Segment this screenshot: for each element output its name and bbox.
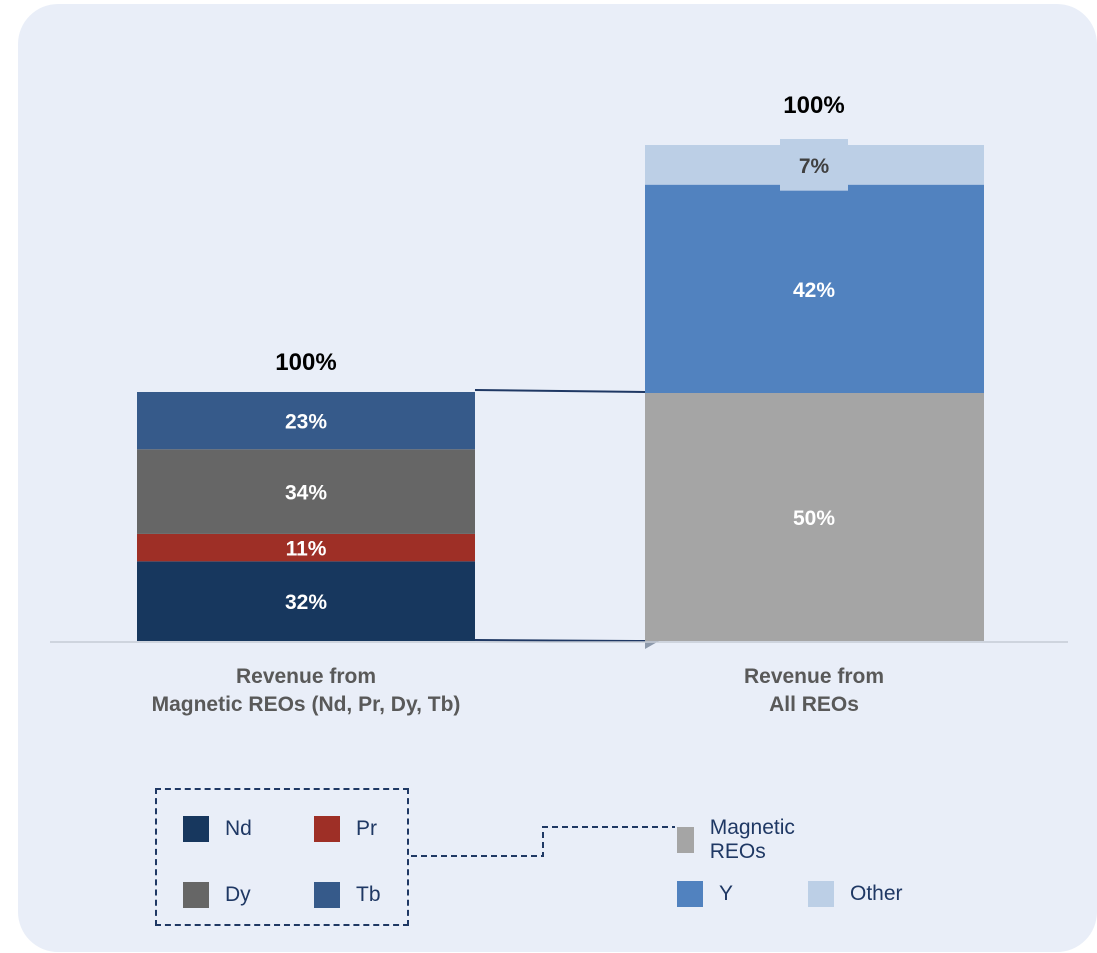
bar-segment-pr	[137, 533, 475, 562]
data-label-pr: 11%	[286, 538, 327, 561]
total-label-all: 100%	[783, 92, 844, 119]
total-label-magnetic: 100%	[275, 349, 336, 376]
data-label-nd: 32%	[285, 591, 327, 614]
legend-item-y: Y	[677, 881, 733, 907]
legend-item-tb: Tb	[314, 882, 381, 908]
legend-label-magnetic-reos: Magnetic REOs	[709, 816, 795, 863]
data-label-dy: 34%	[285, 482, 327, 505]
legend-swatch-y	[677, 881, 703, 907]
data-label-magnetic-reos: 50%	[793, 507, 835, 530]
legend-label-tb: Tb	[356, 883, 381, 906]
legend-item-pr: Pr	[314, 816, 377, 842]
legend-item-nd: Nd	[183, 816, 252, 842]
legend-swatch-tb	[314, 882, 340, 908]
connector-line-2	[474, 639, 646, 642]
bar-segment-dy	[137, 449, 475, 534]
magnetic-legend-group	[155, 788, 409, 926]
legend-swatch-dy	[183, 882, 209, 908]
legend-swatch-magnetic-reos	[677, 827, 694, 853]
legend-item-dy: Dy	[183, 882, 251, 908]
bar-segment-tb	[137, 392, 475, 450]
bar-segment-nd	[137, 561, 475, 641]
category-label-2: Revenue from All REOs	[744, 665, 884, 716]
data-label-y: 42%	[793, 279, 835, 302]
legend-label-dy: Dy	[225, 883, 251, 906]
legend-label-nd: Nd	[225, 817, 252, 840]
legend-label-y: Y	[719, 882, 734, 905]
data-label-box-other	[780, 139, 848, 191]
legend-label-pr: Pr	[356, 817, 377, 840]
legend-item-magnetic-reos: Magnetic REOs	[677, 816, 804, 864]
data-label-tb: 23%	[285, 411, 327, 434]
connector-line-1	[474, 389, 646, 393]
bar-segment-y	[645, 184, 984, 393]
legend-swatch-pr	[314, 816, 340, 842]
legend-item-other: Other	[808, 881, 903, 907]
legend-label-other: Other	[850, 882, 903, 905]
category-label-1: Revenue from Magnetic REOs (Nd, Pr, Dy, T…	[152, 665, 461, 716]
legend-swatch-nd	[183, 816, 209, 842]
legend-swatch-other	[808, 881, 834, 907]
data-label-other: 7%	[799, 155, 830, 178]
bar-segment-magnetic-reos	[645, 393, 984, 641]
